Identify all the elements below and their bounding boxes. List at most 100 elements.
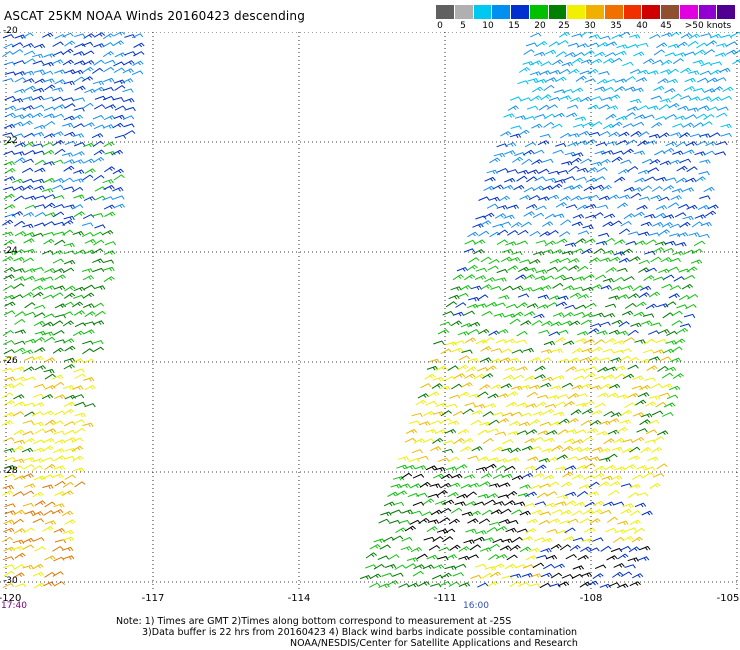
- wind-barb: [589, 323, 602, 328]
- wind-barb: [523, 211, 535, 217]
- wind-barb: [480, 357, 492, 363]
- lon-label: -111: [433, 593, 457, 604]
- wind-barb: [522, 149, 535, 156]
- wind-barb: [486, 169, 498, 175]
- wind-barb: [22, 564, 34, 570]
- wind-barb: [683, 274, 696, 281]
- wind-barb: [454, 501, 466, 506]
- wind-barb: [494, 302, 506, 307]
- wind-barb: [83, 122, 95, 128]
- wind-barb: [545, 77, 557, 83]
- wind-barb: [54, 239, 66, 246]
- wind-barb: [655, 241, 667, 246]
- wind-barb: [577, 554, 589, 561]
- wind-barb: [540, 61, 552, 67]
- wind-barb: [44, 501, 56, 508]
- wind-barb: [590, 385, 602, 390]
- wind-barb: [567, 392, 580, 400]
- wind-barb: [74, 401, 86, 407]
- wind-barb: [73, 368, 85, 373]
- wind-barb: [562, 536, 575, 542]
- wind-barb: [647, 70, 659, 75]
- wind-barb: [679, 158, 692, 163]
- wind-barb: [655, 176, 668, 182]
- wind-barb: [664, 240, 676, 246]
- wind-barb: [465, 500, 477, 507]
- wind-barb: [3, 140, 15, 146]
- wind-barb: [584, 238, 596, 244]
- wind-barb: [667, 266, 680, 272]
- wind-barb: [521, 445, 534, 451]
- wind-barb: [24, 302, 36, 309]
- wind-barb: [24, 85, 36, 91]
- wind-barb: [650, 95, 663, 100]
- wind-barb: [73, 123, 85, 129]
- wind-barb: [22, 178, 34, 184]
- wind-barb: [84, 238, 96, 244]
- wind-barb: [684, 177, 697, 183]
- wind-barb: [575, 338, 587, 343]
- wind-barb: [504, 563, 516, 570]
- wind-barb: [83, 377, 95, 382]
- wind-barb: [588, 34, 601, 39]
- wind-barb: [63, 456, 75, 461]
- wind-barb: [601, 96, 613, 102]
- wind-barb: [587, 580, 599, 586]
- wind-barb: [44, 84, 56, 91]
- wind-barb: [82, 340, 94, 345]
- wind-barb: [692, 59, 704, 65]
- wind-barb: [401, 509, 414, 515]
- wind-barb: [585, 214, 597, 219]
- wind-barb: [23, 356, 36, 361]
- wind-barb: [439, 385, 451, 391]
- wind-barb: [518, 66, 531, 73]
- wind-barb: [658, 328, 670, 334]
- wind-barb: [583, 338, 595, 344]
- wind-barb: [600, 383, 612, 390]
- wind-barb: [32, 291, 44, 298]
- wind-barb: [567, 518, 579, 524]
- wind-barb: [559, 68, 571, 75]
- wind-barb: [559, 231, 571, 238]
- wind-barb: [657, 303, 669, 308]
- wind-barb: [64, 519, 76, 525]
- wind-barb: [33, 178, 45, 184]
- wind-barb: [550, 385, 562, 390]
- wind-barb: [648, 395, 661, 400]
- wind-barb: [73, 294, 85, 299]
- wind-barb: [42, 61, 54, 67]
- wind-barb: [71, 114, 84, 121]
- wind-barb: [33, 185, 45, 191]
- wind-barb: [14, 34, 26, 39]
- wind-barb: [22, 537, 35, 543]
- wind-barb: [662, 312, 674, 319]
- wind-barb: [636, 428, 648, 433]
- wind-barb: [573, 276, 585, 281]
- wind-barb: [608, 329, 621, 335]
- wind-barb: [532, 86, 544, 93]
- wind-barb: [112, 186, 124, 192]
- wind-barb: [34, 304, 46, 309]
- wind-barb: [22, 32, 34, 39]
- wind-barb: [483, 212, 495, 218]
- wind-barb: [509, 318, 521, 325]
- wind-barb: [64, 69, 76, 74]
- wind-barb: [591, 121, 603, 128]
- wind-barb: [656, 42, 668, 49]
- wind-barb: [561, 573, 574, 579]
- wind-barb: [4, 167, 16, 174]
- wind-barb: [599, 130, 611, 136]
- wind-barb: [4, 95, 16, 101]
- wind-barb: [93, 86, 105, 93]
- wind-barb: [639, 384, 651, 391]
- wind-barb: [83, 196, 96, 202]
- wind-barb: [12, 445, 24, 452]
- wind-barb: [546, 429, 558, 436]
- wind-barb: [602, 348, 614, 353]
- lon-label: -105: [716, 593, 740, 604]
- wind-barb: [534, 537, 546, 542]
- wind-barb: [533, 313, 545, 319]
- legend-label: 20: [534, 21, 546, 31]
- wind-barb: [642, 313, 655, 318]
- wind-barb: [554, 274, 566, 280]
